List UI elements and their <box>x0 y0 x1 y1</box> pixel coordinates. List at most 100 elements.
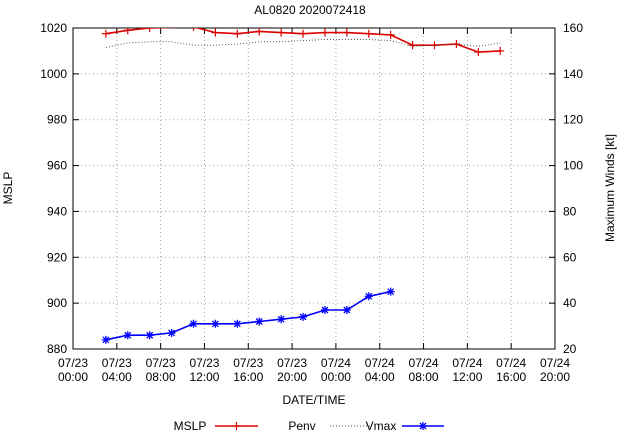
vmax-point <box>167 328 176 337</box>
chart-title: AL0820 2020072418 <box>254 3 366 17</box>
series <box>101 28 505 344</box>
x-tick-label-time: 12:00 <box>189 370 219 384</box>
vmax-point <box>189 319 198 328</box>
y-axis-left-label: MSLP <box>1 172 15 205</box>
x-tick-label-time: 00:00 <box>321 370 351 384</box>
penv-point <box>277 28 286 37</box>
vmax-point <box>386 287 395 296</box>
penv-point <box>364 29 373 38</box>
x-tick-label-time: 20:00 <box>277 370 307 384</box>
plot-area <box>72 27 556 350</box>
legend-label: Vmax <box>366 419 397 432</box>
vmax-point <box>101 335 110 344</box>
legend-marker-star <box>419 422 427 430</box>
y-right-tick-label: 160 <box>563 21 583 35</box>
y-axis-right-label: Maximum Winds [kt] <box>603 134 617 242</box>
x-tick-label-date: 07/23 <box>146 356 176 370</box>
marker-d2 <box>343 306 351 314</box>
penv-point <box>192 28 195 31</box>
y-right-tick-label: 80 <box>563 204 577 218</box>
y-right-tick-label: 120 <box>563 113 583 127</box>
x-tick-label-date: 07/23 <box>102 356 132 370</box>
grid <box>73 28 555 349</box>
penv-point <box>145 28 154 32</box>
x-tick-label-date: 07/23 <box>58 356 88 370</box>
marker-d2 <box>233 320 241 328</box>
y-axis-left: 880 900 920 940 960 980 1000 1020 <box>40 21 79 356</box>
vmax-point <box>255 317 264 326</box>
vmax-point <box>299 312 308 321</box>
series-line-penv-dotted- <box>105 39 501 48</box>
vmax-point <box>277 315 286 324</box>
penv-point <box>342 28 351 37</box>
x-tick-label-date: 07/23 <box>189 356 219 370</box>
penv-point <box>474 48 483 57</box>
x-tick-label-time: 00:00 <box>58 370 88 384</box>
penv-point <box>211 28 220 37</box>
marker-d2 <box>419 422 427 430</box>
vmax-point <box>320 306 329 315</box>
y-right-tick-label: 60 <box>563 250 577 264</box>
y-left-tick-label: 1000 <box>40 67 67 81</box>
x-tick-label-time: 08:00 <box>146 370 176 384</box>
y-left-tick-label: 980 <box>47 113 67 127</box>
legend: MSLP Penv Vmax <box>174 419 444 432</box>
penv-point <box>101 29 110 38</box>
marker-d2 <box>124 331 132 339</box>
y-right-tick-label: 140 <box>563 67 583 81</box>
x-tick-label-time: 16:00 <box>233 370 263 384</box>
marker-d2 <box>190 320 197 328</box>
x-tick-label-time: 04:00 <box>365 370 395 384</box>
marker-d2 <box>211 320 219 328</box>
x-tick-label-time: 20:00 <box>540 370 570 384</box>
vmax-point <box>233 319 242 328</box>
marker-d2 <box>387 288 395 296</box>
penv-point <box>408 41 417 50</box>
x-tick-label-date: 07/24 <box>409 356 439 370</box>
penv-point <box>123 28 132 35</box>
legend-label: Penv <box>288 419 315 432</box>
y-axis-right: 20 40 60 80 100 120 140 160 <box>549 21 583 356</box>
vmax-point <box>364 292 373 301</box>
x-tick-label-date: 07/24 <box>321 356 351 370</box>
marker-d2 <box>365 292 373 300</box>
x-tick-label-date: 07/23 <box>233 356 263 370</box>
penv-point <box>299 29 308 38</box>
x-tick-label-time: 08:00 <box>409 370 439 384</box>
x-tick-label-date: 07/23 <box>277 356 307 370</box>
y-right-tick-label: 100 <box>563 159 583 173</box>
x-axis: 07/2300:0007/2304:0007/2308:0007/2312:00… <box>58 28 570 384</box>
y-left-tick-label: 1020 <box>40 21 67 35</box>
y-left-tick-label: 940 <box>47 204 67 218</box>
vmax-point <box>342 306 351 315</box>
x-axis-label: DATE/TIME <box>282 393 345 407</box>
x-tick-label-date: 07/24 <box>452 356 482 370</box>
y-right-tick-label: 20 <box>563 342 577 356</box>
legend-label: MSLP <box>174 419 207 432</box>
marker-d2 <box>102 336 110 344</box>
vmax-point <box>123 331 132 340</box>
legend-marker-plus <box>232 422 241 430</box>
x-tick-label-date: 07/24 <box>496 356 526 370</box>
x-tick-label-time: 12:00 <box>452 370 482 384</box>
marker-d2 <box>168 329 176 337</box>
x-tick-label-time: 04:00 <box>102 370 132 384</box>
marker-d2 <box>299 313 307 321</box>
penv-point <box>496 46 505 55</box>
vmax-point <box>145 331 154 340</box>
x-tick-label-date: 07/24 <box>365 356 395 370</box>
penv-point <box>386 30 395 39</box>
y-left-tick-label: 960 <box>47 159 67 173</box>
y-left-tick-label: 920 <box>47 250 67 264</box>
penv-point <box>255 28 264 36</box>
marker-d2 <box>255 318 263 325</box>
penv-point <box>320 28 329 37</box>
penv-point <box>452 40 461 49</box>
penv-point <box>233 29 242 38</box>
marker-d2 <box>146 331 154 339</box>
y-right-tick-label: 40 <box>563 296 577 310</box>
y-left-tick-label: 880 <box>47 342 67 356</box>
x-tick-label-time: 16:00 <box>496 370 526 384</box>
x-tick-label-date: 07/24 <box>540 356 570 370</box>
